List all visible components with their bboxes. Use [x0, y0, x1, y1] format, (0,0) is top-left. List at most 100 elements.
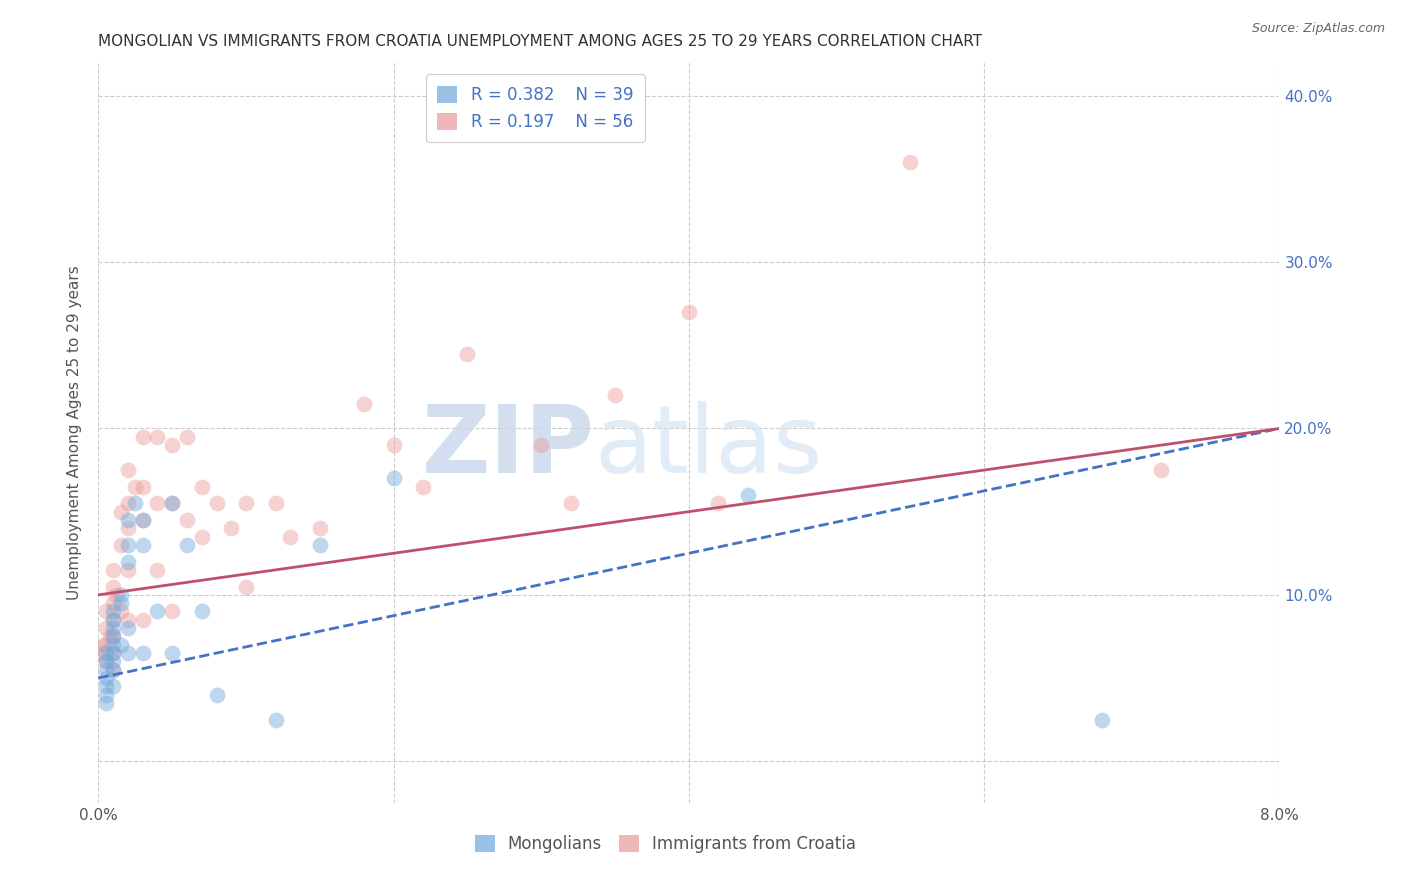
- Point: [132, 513, 155, 527]
- Text: ZIP: ZIP: [422, 401, 595, 493]
- Y-axis label: Unemployment Among Ages 25 to 29 years: Unemployment Among Ages 25 to 29 years: [67, 265, 83, 600]
- Point: [309, 538, 332, 552]
- Point: [162, 496, 183, 510]
- Point: [176, 430, 198, 444]
- Point: [264, 713, 287, 727]
- Point: [103, 646, 125, 660]
- Point: [103, 646, 125, 660]
- Point: [117, 521, 139, 535]
- Point: [94, 688, 117, 702]
- Point: [117, 538, 139, 552]
- Point: [117, 463, 139, 477]
- Point: [103, 613, 125, 627]
- Point: [110, 538, 132, 552]
- Point: [94, 621, 117, 635]
- Point: [235, 496, 257, 510]
- Legend: Mongolians, Immigrants from Croatia: Mongolians, Immigrants from Croatia: [467, 826, 865, 861]
- Point: [117, 621, 139, 635]
- Point: [132, 430, 155, 444]
- Point: [530, 438, 553, 452]
- Point: [94, 646, 117, 660]
- Point: [103, 679, 125, 693]
- Point: [132, 480, 155, 494]
- Point: [382, 471, 405, 485]
- Point: [280, 530, 302, 544]
- Text: atlas: atlas: [595, 401, 823, 493]
- Point: [110, 596, 132, 610]
- Point: [94, 679, 117, 693]
- Point: [103, 638, 125, 652]
- Point: [146, 605, 169, 619]
- Point: [110, 505, 132, 519]
- Point: [117, 555, 139, 569]
- Point: [205, 496, 228, 510]
- Point: [235, 580, 257, 594]
- Point: [117, 496, 139, 510]
- Point: [737, 488, 759, 502]
- Point: [103, 613, 125, 627]
- Point: [264, 496, 287, 510]
- Point: [103, 629, 125, 643]
- Point: [117, 646, 139, 660]
- Point: [103, 663, 125, 677]
- Point: [110, 605, 132, 619]
- Point: [117, 613, 139, 627]
- Point: [94, 654, 117, 668]
- Point: [94, 638, 117, 652]
- Point: [103, 580, 125, 594]
- Point: [146, 563, 169, 577]
- Point: [117, 563, 139, 577]
- Point: [176, 513, 198, 527]
- Point: [191, 530, 214, 544]
- Point: [103, 663, 125, 677]
- Point: [103, 629, 125, 643]
- Point: [162, 605, 183, 619]
- Point: [221, 521, 243, 535]
- Point: [91, 646, 114, 660]
- Point: [560, 496, 582, 510]
- Point: [1150, 463, 1173, 477]
- Point: [707, 496, 730, 510]
- Point: [132, 646, 155, 660]
- Point: [98, 629, 121, 643]
- Point: [110, 588, 132, 602]
- Point: [132, 538, 155, 552]
- Point: [124, 496, 146, 510]
- Point: [110, 638, 132, 652]
- Point: [678, 305, 700, 319]
- Point: [132, 613, 155, 627]
- Point: [900, 155, 922, 169]
- Point: [124, 480, 146, 494]
- Point: [103, 596, 125, 610]
- Point: [146, 496, 169, 510]
- Text: Source: ZipAtlas.com: Source: ZipAtlas.com: [1251, 22, 1385, 36]
- Point: [191, 480, 214, 494]
- Point: [457, 346, 479, 360]
- Point: [103, 654, 125, 668]
- Point: [103, 605, 125, 619]
- Point: [117, 513, 139, 527]
- Point: [382, 438, 405, 452]
- Point: [1091, 713, 1114, 727]
- Point: [162, 646, 183, 660]
- Point: [162, 496, 183, 510]
- Text: MONGOLIAN VS IMMIGRANTS FROM CROATIA UNEMPLOYMENT AMONG AGES 25 TO 29 YEARS CORR: MONGOLIAN VS IMMIGRANTS FROM CROATIA UNE…: [98, 34, 983, 49]
- Point: [94, 696, 117, 710]
- Point: [103, 621, 125, 635]
- Point: [94, 654, 117, 668]
- Point: [162, 438, 183, 452]
- Point: [353, 396, 375, 410]
- Point: [605, 388, 627, 402]
- Point: [103, 563, 125, 577]
- Point: [105, 588, 128, 602]
- Point: [94, 663, 117, 677]
- Point: [94, 605, 117, 619]
- Point: [191, 605, 214, 619]
- Point: [132, 513, 155, 527]
- Point: [146, 430, 169, 444]
- Point: [205, 688, 228, 702]
- Point: [94, 671, 117, 685]
- Point: [91, 638, 114, 652]
- Point: [309, 521, 332, 535]
- Point: [176, 538, 198, 552]
